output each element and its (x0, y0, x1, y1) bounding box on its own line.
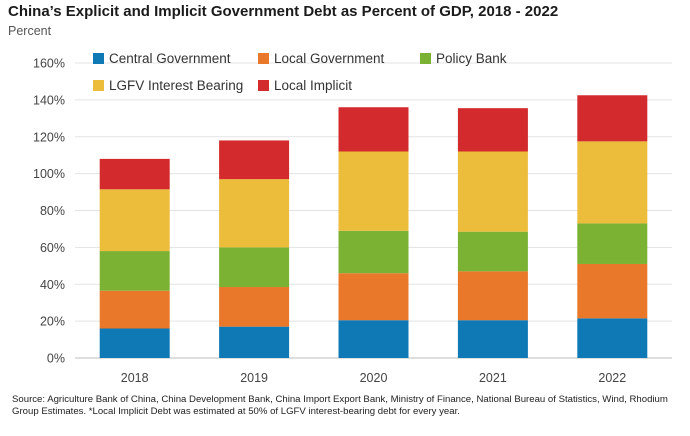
bar-segment (99, 328, 170, 358)
legend-swatch (258, 80, 269, 91)
bar-segment (457, 151, 528, 232)
source-note: Source: Agriculture Bank of China, China… (12, 394, 668, 417)
bar-segment (577, 141, 648, 224)
legend-label: Central Government (109, 51, 231, 66)
bar-segment (219, 179, 290, 248)
x-tick-label: 2020 (360, 371, 388, 385)
y-tick-label: 40% (40, 278, 65, 292)
legend-swatch (420, 53, 431, 64)
legend-label: LGFV Interest Bearing (109, 78, 243, 93)
bar-segment (219, 287, 290, 327)
legend-label: Local Government (274, 51, 385, 66)
stacked-bar-chart: 0% 20% 40% 60% 80% 100% 120% 140% 160% 2018 2019 20… (33, 51, 672, 386)
y-tick-label: 120% (33, 130, 65, 144)
bar-segment (99, 189, 170, 252)
x-tick-label: 2021 (479, 371, 507, 385)
bar-segment (338, 107, 409, 152)
legend-swatch (93, 53, 104, 64)
x-tick-label: 2022 (598, 371, 626, 385)
bar-segment (338, 230, 409, 274)
y-tick-label: 140% (33, 93, 65, 107)
bar-segment (219, 326, 290, 358)
bar-segment (457, 108, 528, 152)
bar-segment (577, 223, 648, 264)
legend-label: Local Implicit (274, 78, 352, 93)
y-tick-label: 20% (40, 315, 65, 329)
bar-segment (99, 158, 170, 190)
legend-label: Policy Bank (436, 51, 507, 66)
chart-title: China’s Explicit and Implicit Government… (8, 3, 559, 20)
bar-segment (457, 231, 528, 272)
y-tick-label: 60% (40, 241, 65, 255)
bar-segment (577, 95, 648, 142)
bar-segment (457, 271, 528, 321)
bar-segment (219, 140, 290, 180)
y-axis-label: Percent (8, 24, 52, 38)
bars (99, 95, 648, 358)
bar-segment (338, 320, 409, 358)
y-tick-label: 0% (47, 352, 65, 366)
y-tick-label: 100% (33, 167, 65, 181)
legend-swatch (93, 80, 104, 91)
y-tick-label: 160% (33, 57, 65, 71)
bar-segment (457, 320, 528, 358)
x-tick-label: 2019 (240, 371, 268, 385)
bar-segment (338, 151, 409, 231)
bar-segment (99, 290, 170, 329)
bar-segment (99, 251, 170, 291)
bar-segment (577, 263, 648, 319)
legend-swatch (258, 53, 269, 64)
bar-segment (577, 318, 648, 358)
axes: 0% 20% 40% 60% 80% 100% 120% 140% 160% 2018 2019 20… (33, 57, 626, 386)
legend: Central Government Local Government Policy… (93, 51, 507, 93)
bar-segment (219, 247, 290, 288)
bar-segment (338, 273, 409, 321)
y-tick-label: 80% (40, 204, 65, 218)
x-tick-label: 2018 (121, 371, 149, 385)
